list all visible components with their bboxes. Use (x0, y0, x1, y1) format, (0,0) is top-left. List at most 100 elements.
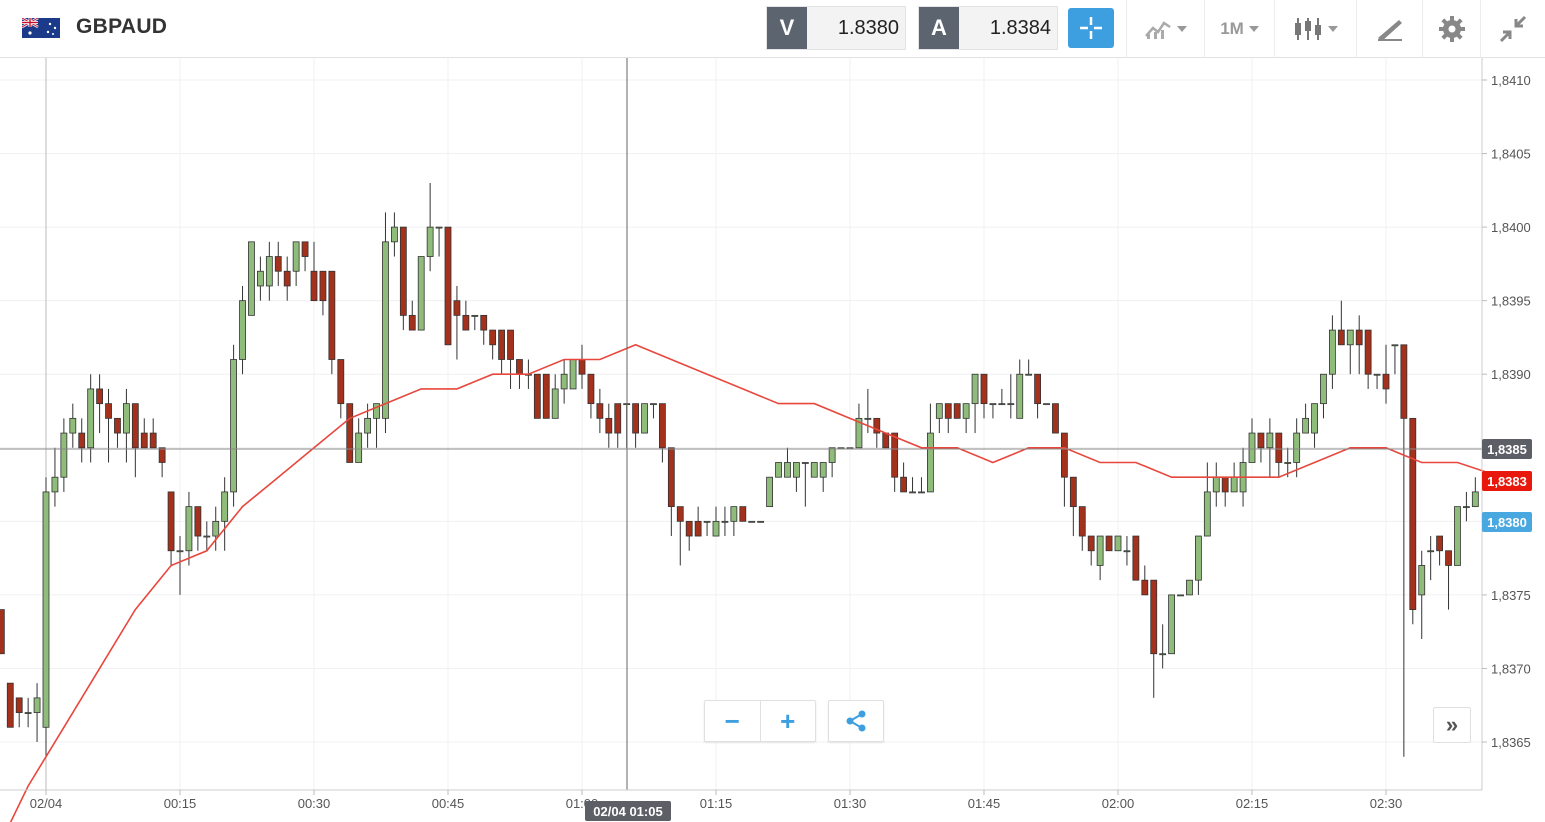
candle (1105, 535, 1113, 552)
collapse-icon (1499, 15, 1527, 43)
candle (1150, 579, 1158, 698)
candle-body-down (399, 226, 407, 316)
crosshair-price-tag: 1,8385 (1482, 439, 1532, 459)
candle-body-up (1007, 403, 1015, 406)
candle-body-down (149, 432, 157, 449)
candle-body-down (6, 682, 14, 728)
candle-body-down (1150, 579, 1158, 655)
candle (140, 418, 148, 449)
line-chart-icon (1145, 21, 1171, 39)
candle (42, 477, 50, 757)
candle-body-up (123, 403, 130, 434)
candle (1329, 315, 1336, 389)
share-icon (846, 710, 866, 732)
candle (328, 270, 336, 375)
candle (1141, 565, 1149, 596)
timeframe-select[interactable]: 1M (1204, 0, 1274, 58)
candle (918, 477, 925, 494)
candle-body-down (1034, 373, 1041, 405)
candle-body-up (1043, 403, 1050, 406)
price-tick-label: 1,8405 (1491, 147, 1531, 162)
candle (998, 388, 1006, 406)
candle (801, 462, 809, 507)
chevron-down-icon (1177, 26, 1187, 32)
candle-body-up (42, 491, 50, 728)
candle-body-down (408, 314, 416, 331)
gb-au-flag-icon (22, 18, 60, 38)
candle (935, 403, 943, 434)
candle (498, 329, 506, 375)
candle (614, 403, 622, 448)
candle (489, 329, 497, 360)
price-chart[interactable]: 1,8365 1,8370 1,8375 1,8380 1,8385 1,8390 1,83… (0, 58, 1545, 822)
last-price-label: 1,8380 (1487, 515, 1527, 530)
drawing-tools-button[interactable] (1356, 0, 1422, 58)
candle (1391, 344, 1399, 375)
candle-body-down (1257, 432, 1265, 449)
price-axis[interactable]: 1,8365 1,8370 1,8375 1,8380 1,8385 1,8390 1,83… (1482, 73, 1531, 750)
candle-body-up (230, 359, 238, 493)
candle-body-down (462, 314, 470, 331)
candle (1409, 417, 1417, 625)
candle (971, 373, 979, 434)
candle-body-up (417, 256, 425, 331)
candle (69, 403, 77, 448)
candle-body-up (212, 520, 220, 537)
collapse-button[interactable] (1480, 0, 1545, 58)
share-button[interactable] (828, 700, 884, 742)
candle (1016, 359, 1024, 419)
candle (685, 520, 693, 551)
candle-style-dropdown[interactable] (1274, 0, 1356, 58)
candle (962, 403, 970, 434)
candlestick-icon (1295, 18, 1321, 40)
sell-quote-button[interactable]: V 1.8380 (766, 6, 906, 50)
crosshair-button[interactable] (1068, 8, 1114, 48)
candle (739, 506, 747, 522)
candle (641, 403, 648, 434)
crosshair-price-label: 1,8385 (1487, 442, 1527, 457)
candle (1034, 373, 1041, 419)
candle-body-up (390, 226, 398, 243)
candle-body-up (757, 520, 765, 523)
candle (1087, 535, 1095, 566)
chart-type-dropdown[interactable] (1126, 0, 1204, 58)
instrument-symbol: GBPAUD (76, 15, 168, 38)
candle (158, 447, 166, 478)
candle (596, 388, 604, 434)
candle (1212, 462, 1220, 507)
candle-body-down (507, 329, 514, 360)
candle-body-up (703, 520, 711, 523)
candle (1302, 403, 1309, 434)
candle-body-up (989, 403, 997, 406)
candle (87, 374, 95, 463)
candle (659, 403, 666, 463)
candle-body-up (1320, 373, 1327, 405)
settings-button[interactable] (1422, 0, 1480, 58)
gear-icon (1438, 16, 1465, 42)
candle-body-down (596, 403, 604, 419)
candle (1061, 432, 1068, 507)
candle (176, 536, 184, 595)
time-axis[interactable]: 02/04 00:15 00:30 00:45 01:00 01:15 01:30 01:45… (30, 790, 1403, 811)
candle-body-down (346, 403, 354, 463)
zoom-out-button[interactable]: − (724, 705, 740, 736)
candle (435, 226, 443, 257)
candle (1445, 550, 1452, 610)
candle-body-down (0, 609, 5, 655)
candle-body-down (15, 697, 23, 713)
candle (784, 447, 791, 478)
buy-quote-button[interactable]: A 1.8384 (918, 6, 1058, 50)
candle (1257, 432, 1265, 463)
candle (819, 462, 827, 492)
candle-body-down (980, 373, 988, 405)
candle (953, 403, 961, 419)
scroll-to-latest-button[interactable]: » (1433, 707, 1471, 743)
candle-body-up (221, 491, 229, 522)
candle (944, 403, 952, 434)
candle-body-down (1337, 329, 1345, 346)
zoom-in-button[interactable]: + (759, 701, 816, 741)
candle-body-up (1114, 535, 1122, 552)
candle-body-up (1186, 579, 1193, 596)
candle-body-down (891, 432, 899, 478)
candle (212, 506, 220, 551)
